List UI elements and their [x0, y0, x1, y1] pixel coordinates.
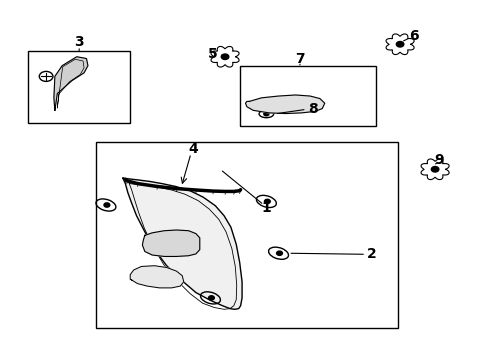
Polygon shape [54, 57, 88, 111]
Polygon shape [122, 178, 242, 309]
Text: 2: 2 [366, 247, 376, 261]
Text: 7: 7 [295, 52, 304, 66]
Circle shape [208, 296, 214, 300]
Circle shape [276, 251, 282, 255]
Text: 5: 5 [207, 47, 217, 61]
Polygon shape [142, 230, 200, 256]
Polygon shape [130, 266, 183, 288]
Text: 6: 6 [408, 30, 418, 44]
Circle shape [104, 203, 110, 207]
Circle shape [264, 199, 270, 203]
Circle shape [396, 41, 403, 47]
Text: 1: 1 [261, 201, 271, 215]
Circle shape [264, 112, 268, 116]
Bar [28, 51, 130, 123]
Text: 9: 9 [433, 153, 443, 167]
Text: 8: 8 [307, 102, 317, 116]
Bar [239, 66, 375, 126]
Bar [96, 143, 397, 328]
Text: 4: 4 [188, 141, 198, 156]
Text: 3: 3 [74, 36, 84, 49]
Polygon shape [245, 95, 324, 113]
Circle shape [221, 54, 228, 59]
Circle shape [430, 167, 438, 172]
